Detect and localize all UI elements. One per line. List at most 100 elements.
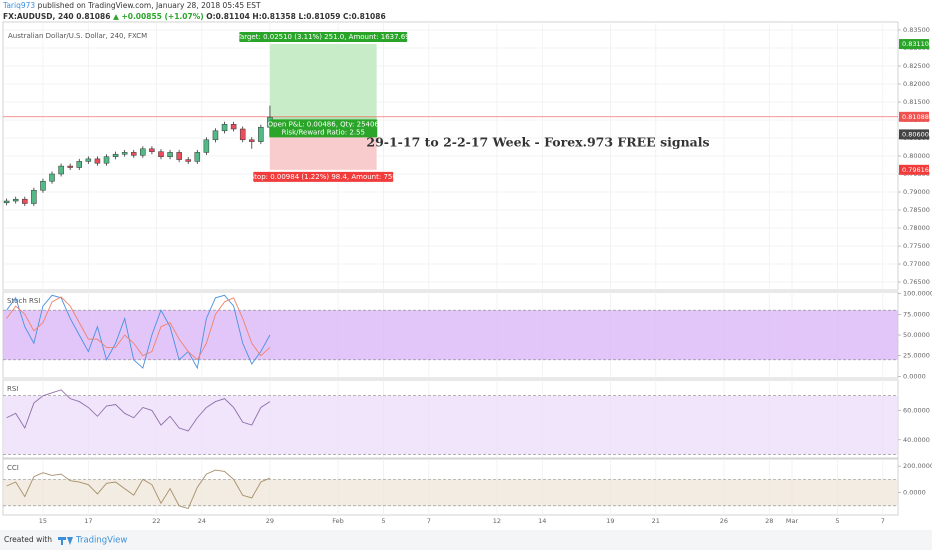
footer-created: Created with xyxy=(4,535,52,544)
x-tick-label: 21 xyxy=(652,517,660,525)
stop-text: Stop: 0.00984 (1.22%) 98.4, Amount: 750 xyxy=(250,173,397,181)
annotation: 29-1-17 to 2-2-17 Week - Forex.973 FREE … xyxy=(366,135,709,150)
y-tick-label: 0.0000 xyxy=(903,372,926,380)
stop-text-box xyxy=(253,171,394,182)
author[interactable]: Tariq973 xyxy=(2,1,35,10)
candle-body xyxy=(31,189,37,204)
published: published on TradingView.com, January 28… xyxy=(38,1,261,10)
y-tick-label: 25.0000 xyxy=(903,352,930,360)
candle-body xyxy=(3,200,10,204)
y-tick-label: 100.0000 xyxy=(903,290,932,298)
stop-price-box xyxy=(899,164,929,175)
ohlc: O:0.81104 H:0.81358 L:0.81059 C:0.81086 xyxy=(206,12,385,21)
candle-body xyxy=(140,148,146,156)
candle-body xyxy=(67,165,73,168)
candle-body xyxy=(185,159,191,162)
candle-body xyxy=(239,128,246,141)
x-tick-label: 24 xyxy=(198,517,206,525)
y-tick-label: 40.0000 xyxy=(903,436,930,444)
candle-body xyxy=(203,139,210,153)
stop-zone xyxy=(269,134,377,170)
pnl-text: Open P&L: 0.00486, Qty: 25406 xyxy=(268,120,380,128)
x-tick-label: 14 xyxy=(538,517,546,525)
x-tick-label: 28 xyxy=(765,517,773,525)
change: ▲ +0.00855 (+1.07%) xyxy=(113,12,204,21)
y-tick-label: 50.0000 xyxy=(903,331,930,339)
indicator-line xyxy=(6,294,271,370)
price: 0.81086 xyxy=(76,12,110,21)
last-price-box xyxy=(899,111,929,122)
candle-body xyxy=(221,124,228,132)
candle-body xyxy=(194,152,201,162)
ratio-text: Risk/Reward Ratio: 2.55 xyxy=(282,128,365,136)
ratio-text-box xyxy=(269,127,378,138)
stop-price: 0.79616 xyxy=(902,166,929,174)
candle-body xyxy=(22,198,28,204)
candle-body xyxy=(58,165,64,175)
candle-body xyxy=(94,158,101,164)
x-tick-label: 12 xyxy=(493,517,501,525)
y-tick-label: 75.0000 xyxy=(903,310,930,318)
band xyxy=(3,310,898,360)
indicator-line xyxy=(6,389,271,432)
y-tick-label: 0.76500 xyxy=(903,278,930,286)
footer-brand[interactable]: TradingView xyxy=(75,536,127,546)
candle-body xyxy=(167,152,173,157)
candle-body xyxy=(85,158,92,162)
target-price-box xyxy=(899,39,929,50)
x-tick-label: 5 xyxy=(835,517,839,525)
x-tick-label: 26 xyxy=(720,517,728,525)
candle-body xyxy=(158,151,164,157)
x-tick-label: 7 xyxy=(427,517,431,525)
band xyxy=(3,479,898,506)
footer-logo xyxy=(58,537,73,545)
target-price: 0.83110 xyxy=(902,40,929,48)
panel-title: CCI xyxy=(7,464,19,472)
y-tick-label: 0.82000 xyxy=(903,80,930,88)
panel-title: RSI xyxy=(7,385,18,393)
entry-price: 0.80600 xyxy=(902,130,929,138)
x-tick-label: 7 xyxy=(881,517,885,525)
x-tick-label: 22 xyxy=(152,517,160,525)
y-tick-label: 0.77000 xyxy=(903,260,930,268)
chart-title: Australian Dollar/U.S. Dollar, 240, FXCM xyxy=(8,32,147,40)
y-tick-label: 0.80000 xyxy=(903,152,930,160)
candle-body xyxy=(103,156,110,164)
candle-body xyxy=(121,152,128,155)
x-tick-label: 17 xyxy=(84,517,92,525)
candle-body xyxy=(112,153,119,157)
panel-title: Stoch RSI xyxy=(7,297,40,305)
symbol-line: FX:AUDUSD, 240 0.81086 ▲ +0.00855 (+1.07… xyxy=(3,12,386,21)
band xyxy=(3,395,898,455)
indicator-line xyxy=(6,296,271,361)
pnl-text-box xyxy=(269,119,378,130)
entry-price-box xyxy=(899,129,929,140)
y-tick-label: 0.81500 xyxy=(903,98,930,106)
x-tick-label: 29 xyxy=(266,517,274,525)
candle-body xyxy=(149,148,155,152)
candle-body xyxy=(212,130,219,141)
indicator-line xyxy=(6,469,271,510)
target-text: Target: 0.02510 (3.11%) 251.0, Amount: 1… xyxy=(236,33,410,41)
candle-body xyxy=(249,139,255,142)
target-text-box xyxy=(239,32,408,43)
candle-body xyxy=(76,161,83,168)
candle-body xyxy=(230,124,237,130)
candle-body xyxy=(49,173,55,182)
x-tick-label: 5 xyxy=(381,517,385,525)
x-tick-label: 19 xyxy=(606,517,614,525)
y-tick-label: 0.78000 xyxy=(903,224,930,232)
symbol: FX:AUDUSD, 240 xyxy=(3,12,74,21)
footer-bar xyxy=(0,530,932,550)
y-tick-label: 60.0000 xyxy=(903,406,930,414)
x-tick-label: Mar xyxy=(786,517,799,525)
candle-body xyxy=(176,152,182,160)
y-tick-label: 200.0000 xyxy=(903,462,932,470)
y-tick-label: 0.0000 xyxy=(903,489,926,497)
y-tick-label: 0.83500 xyxy=(903,26,930,34)
y-tick-label: 0.79000 xyxy=(903,188,930,196)
author-line: Tariq973 published on TradingView.com, J… xyxy=(2,1,261,10)
x-tick-label: 15 xyxy=(39,517,47,525)
y-tick-label: 0.77500 xyxy=(903,242,930,250)
